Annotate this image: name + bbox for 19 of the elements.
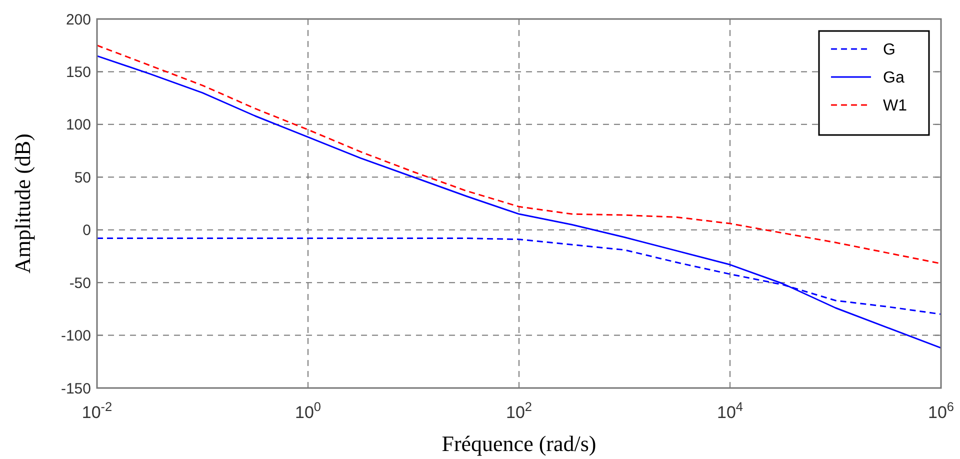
y-tick-label: 100 [66, 116, 91, 134]
y-tick-label: 200 [66, 11, 91, 28]
line-series [96, 55, 942, 349]
x-tick-label: 10$^{0}$ [294, 398, 322, 422]
x-tick-label: 10$^{2}$ [506, 398, 532, 422]
y-tick-label: -150 [60, 380, 91, 398]
y-tick-label: 150 [66, 64, 91, 81]
y-tick-label: -50 [69, 274, 91, 292]
y-tick-label: 50 [74, 169, 91, 186]
y-tick-label: 0 [82, 222, 91, 240]
y-tick-label: -100 [60, 328, 91, 345]
legend-label: W1 [883, 98, 908, 115]
x-tick-label: 10$^{6}$ [928, 398, 954, 422]
y-axis-title: Amplitude (dB) [10, 134, 35, 274]
x-tick-label: 10$^{4}$ [716, 398, 744, 422]
legend-label: Ga [883, 70, 904, 87]
legend-label: G [883, 42, 896, 59]
x-axis-title: Fréquence (rad/s) [442, 431, 596, 456]
x-tick-label: 10$^{-2}$ [82, 398, 112, 422]
